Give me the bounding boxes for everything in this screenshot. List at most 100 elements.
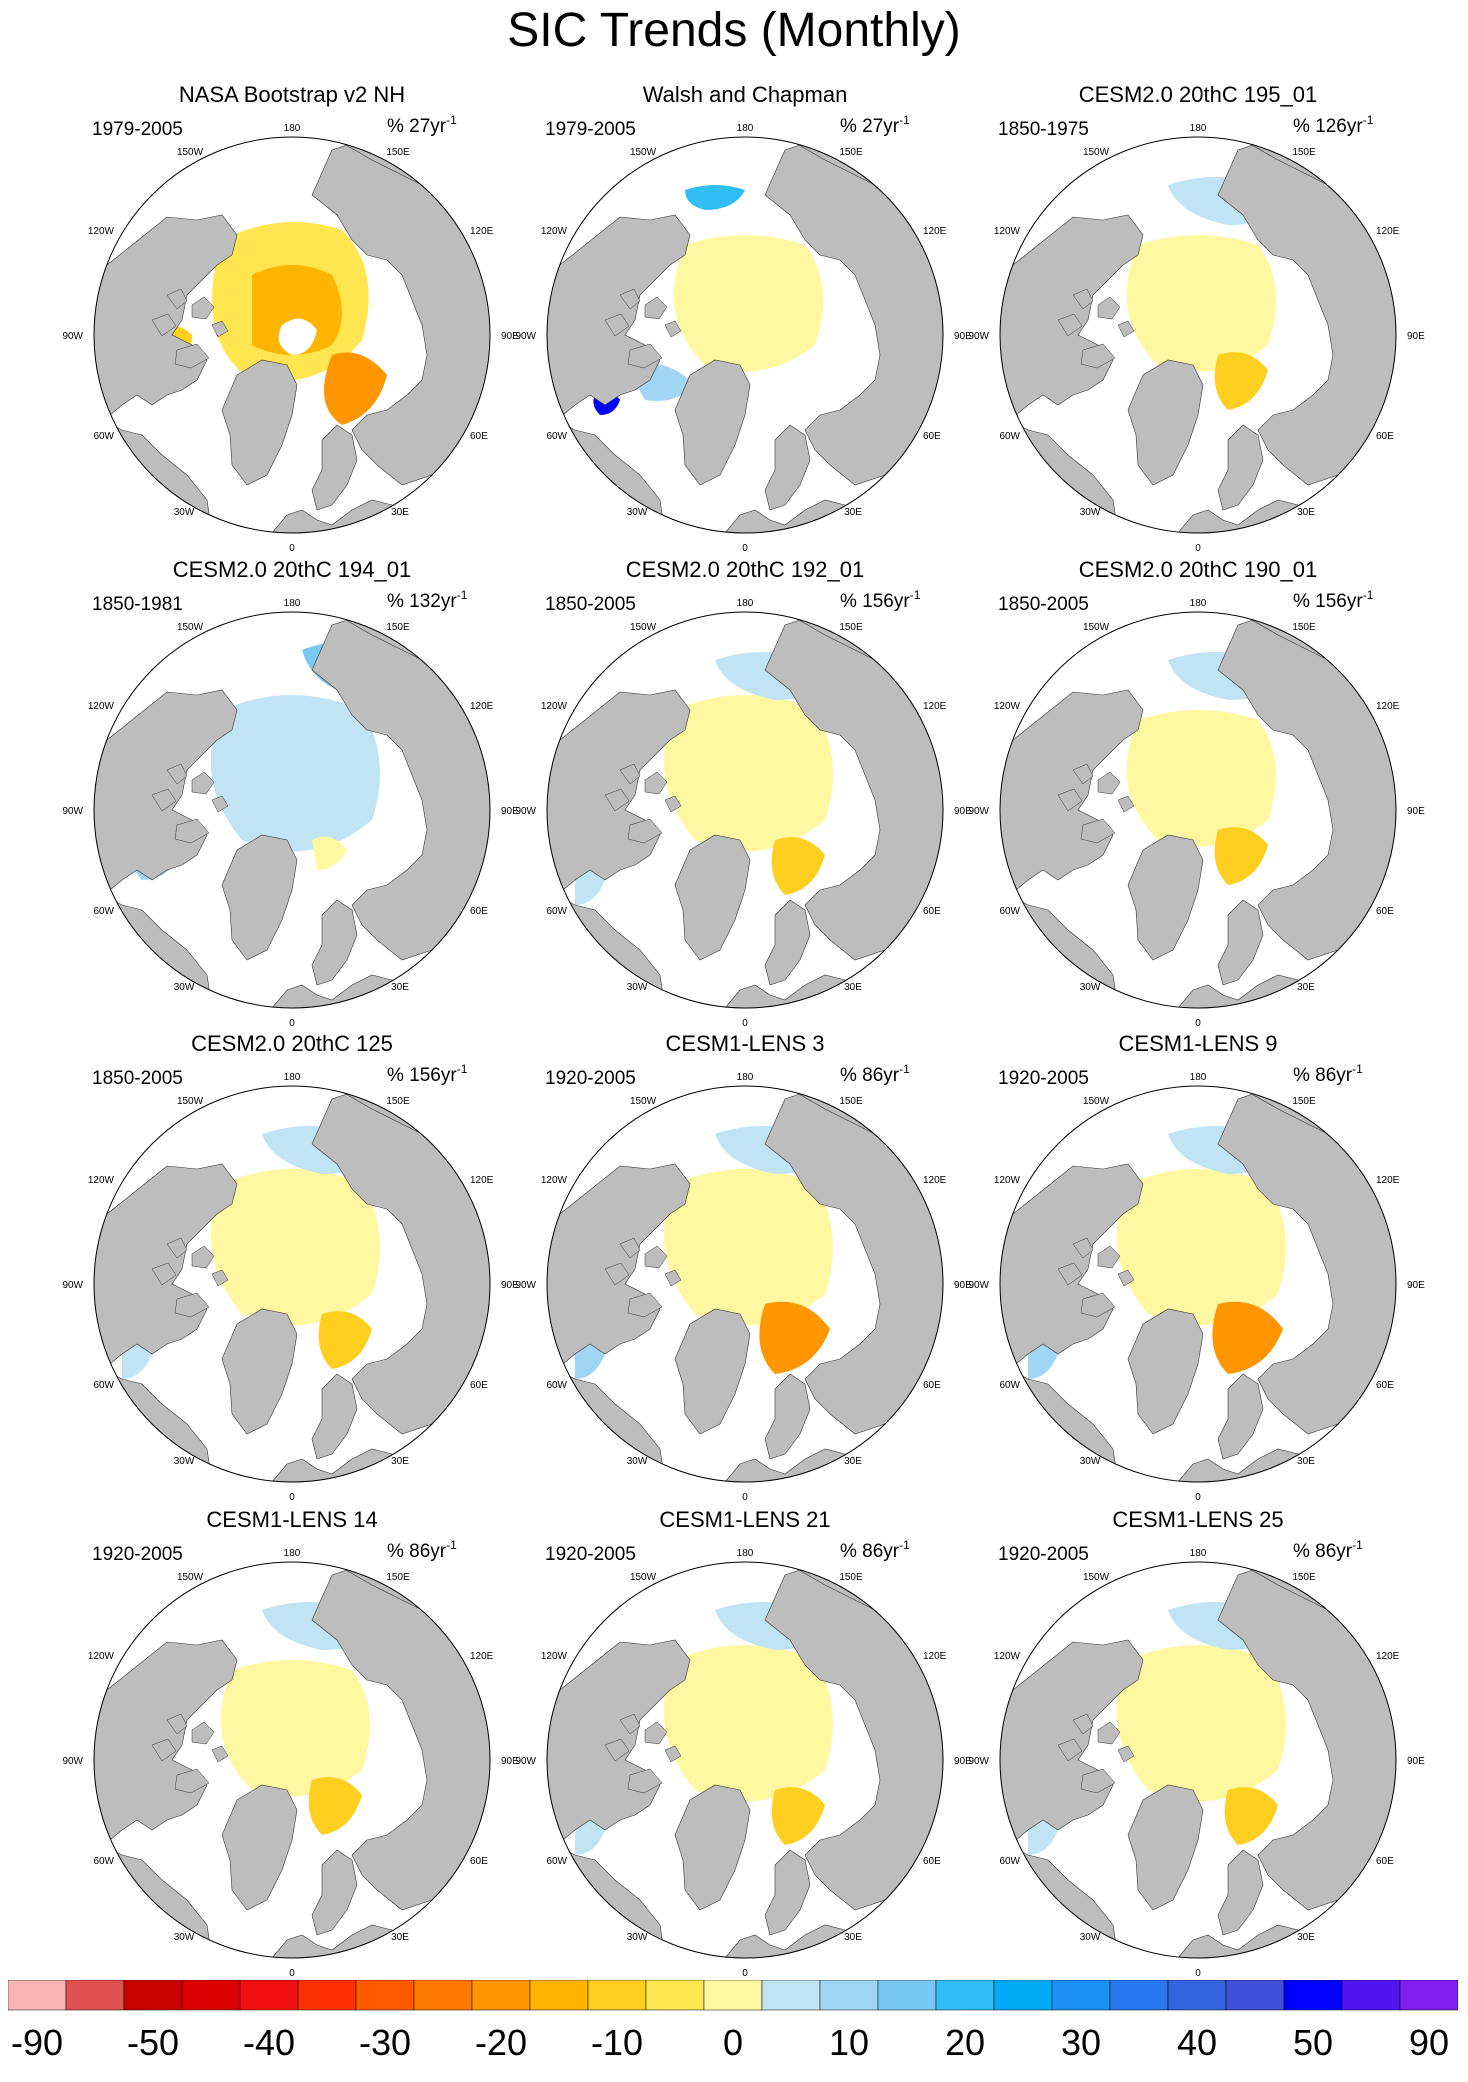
compass-label: 30W <box>174 1456 195 1467</box>
compass-label: 90W <box>515 331 536 342</box>
compass-label: 30W <box>1080 507 1101 518</box>
compass-label: 120E <box>923 701 947 712</box>
trend-region <box>1212 1301 1283 1374</box>
compass-label: 90W <box>968 331 989 342</box>
panel-period: 1850-1975 <box>998 119 1089 140</box>
compass-label: 30E <box>844 982 862 993</box>
compass-label: 120W <box>88 1651 115 1662</box>
colorbar-swatch <box>1109 1980 1169 2011</box>
compass-label: 60W <box>93 1380 114 1391</box>
compass-label: 150E <box>839 1572 863 1583</box>
map-border <box>999 1561 1397 1959</box>
compass-label: 90W <box>515 1756 536 1767</box>
panel-units: % 156yr-1 <box>840 588 921 612</box>
island <box>166 763 188 785</box>
panel-title: CESM2.0 20thC 190_01 <box>1079 557 1318 582</box>
land-mass <box>221 359 298 486</box>
trend-region <box>575 1818 605 1855</box>
trend-region <box>210 1169 380 1326</box>
compass-label: 120E <box>470 1175 494 1186</box>
compass-label: 120W <box>88 1175 115 1186</box>
island <box>1117 1745 1135 1763</box>
compass-label: 120E <box>1376 1175 1400 1186</box>
colorbar-swatch <box>1225 1980 1285 2011</box>
compass-label: 60W <box>93 431 114 442</box>
map-panel: CESM1-LENS 21 1920-2005 % 86yr-1 180 0 90W 90E… <box>515 1507 972 1979</box>
panel-units: % 86yr-1 <box>1293 1062 1363 1086</box>
compass-label: 150W <box>1083 622 1110 633</box>
island <box>604 788 630 812</box>
island <box>644 1245 668 1269</box>
land-mass <box>1217 1849 1264 1936</box>
map-border <box>93 1085 491 1483</box>
panels-layer: NASA Bootstrap v2 NH 1979-2005 % 27yr-1 180… <box>62 82 1425 1979</box>
compass-label: 60W <box>999 906 1020 917</box>
panel-units-superscript: -1 <box>899 1062 910 1076</box>
map-panel: CESM2.0 20thC 190_01 1850-2005 % 156yr-1 18… <box>968 557 1425 1029</box>
land-mass <box>764 424 811 511</box>
compass-label: 30W <box>1080 1456 1101 1467</box>
compass-label: 0 <box>289 543 295 554</box>
compass-label: 30W <box>627 982 648 993</box>
compass-label: 90E <box>954 806 972 817</box>
island <box>604 1262 630 1286</box>
island <box>604 1738 630 1762</box>
panel-units: % 86yr-1 <box>840 1062 910 1086</box>
island <box>664 320 682 338</box>
island <box>627 1768 663 1794</box>
colorbar-tick-label: 10 <box>829 2022 869 2063</box>
trend-region <box>575 1342 605 1379</box>
map-panel: NASA Bootstrap v2 NH 1979-2005 % 27yr-1 180… <box>62 82 519 554</box>
compass-label: 60E <box>470 1380 488 1391</box>
panel-units: % 86yr-1 <box>1293 1538 1363 1562</box>
compass-label: 150W <box>177 1572 204 1583</box>
compass-label: 90E <box>954 331 972 342</box>
compass-label: 30W <box>627 507 648 518</box>
compass-label: 90E <box>501 806 519 817</box>
compass-label: 120E <box>1376 226 1400 237</box>
compass-label: 0 <box>742 1018 748 1029</box>
compass-label: 150E <box>839 147 863 158</box>
compass-label: 60W <box>999 1380 1020 1391</box>
compass-label: 180 <box>284 1548 301 1559</box>
island <box>627 343 663 369</box>
island <box>191 1721 215 1745</box>
island <box>664 1269 682 1287</box>
land-mass <box>1127 1784 1204 1911</box>
compass-label: 180 <box>1190 598 1207 609</box>
compass-label: 180 <box>737 123 754 134</box>
compass-label: 150E <box>1292 1572 1316 1583</box>
compass-label: 0 <box>289 1968 295 1979</box>
island <box>1117 320 1135 338</box>
compass-label: 90E <box>954 1756 972 1767</box>
island <box>211 320 229 338</box>
map-panel: CESM1-LENS 14 1920-2005 % 86yr-1 180 0 90W 90E… <box>62 1507 519 1979</box>
island <box>211 795 229 813</box>
compass-label: 150W <box>1083 1096 1110 1107</box>
trend-region <box>312 836 347 870</box>
land-mass <box>1217 424 1264 511</box>
island <box>1057 788 1083 812</box>
compass-label: 60W <box>546 1856 567 1867</box>
trend-region <box>1028 1818 1058 1855</box>
compass-label: 150W <box>177 147 204 158</box>
colorbar-swatch <box>181 1980 241 2011</box>
island <box>174 1768 210 1794</box>
panel-units-superscript: -1 <box>1363 588 1374 602</box>
compass-label: 90W <box>62 806 83 817</box>
map-content <box>547 137 943 533</box>
panel-period: 1850-2005 <box>92 1068 183 1089</box>
compass-label: 90W <box>515 806 536 817</box>
compass-label: 120W <box>541 1651 568 1662</box>
island <box>664 1745 682 1763</box>
compass-label: 120W <box>994 701 1021 712</box>
island <box>1097 771 1121 795</box>
island <box>151 1262 177 1286</box>
panel-title: CESM2.0 20thC 125 <box>191 1031 393 1056</box>
panel-period: 1920-2005 <box>998 1068 1089 1089</box>
land-mass <box>1217 1373 1264 1460</box>
compass-label: 180 <box>1190 123 1207 134</box>
colorbar-swatch <box>761 1980 821 2011</box>
compass-label: 30E <box>391 507 409 518</box>
